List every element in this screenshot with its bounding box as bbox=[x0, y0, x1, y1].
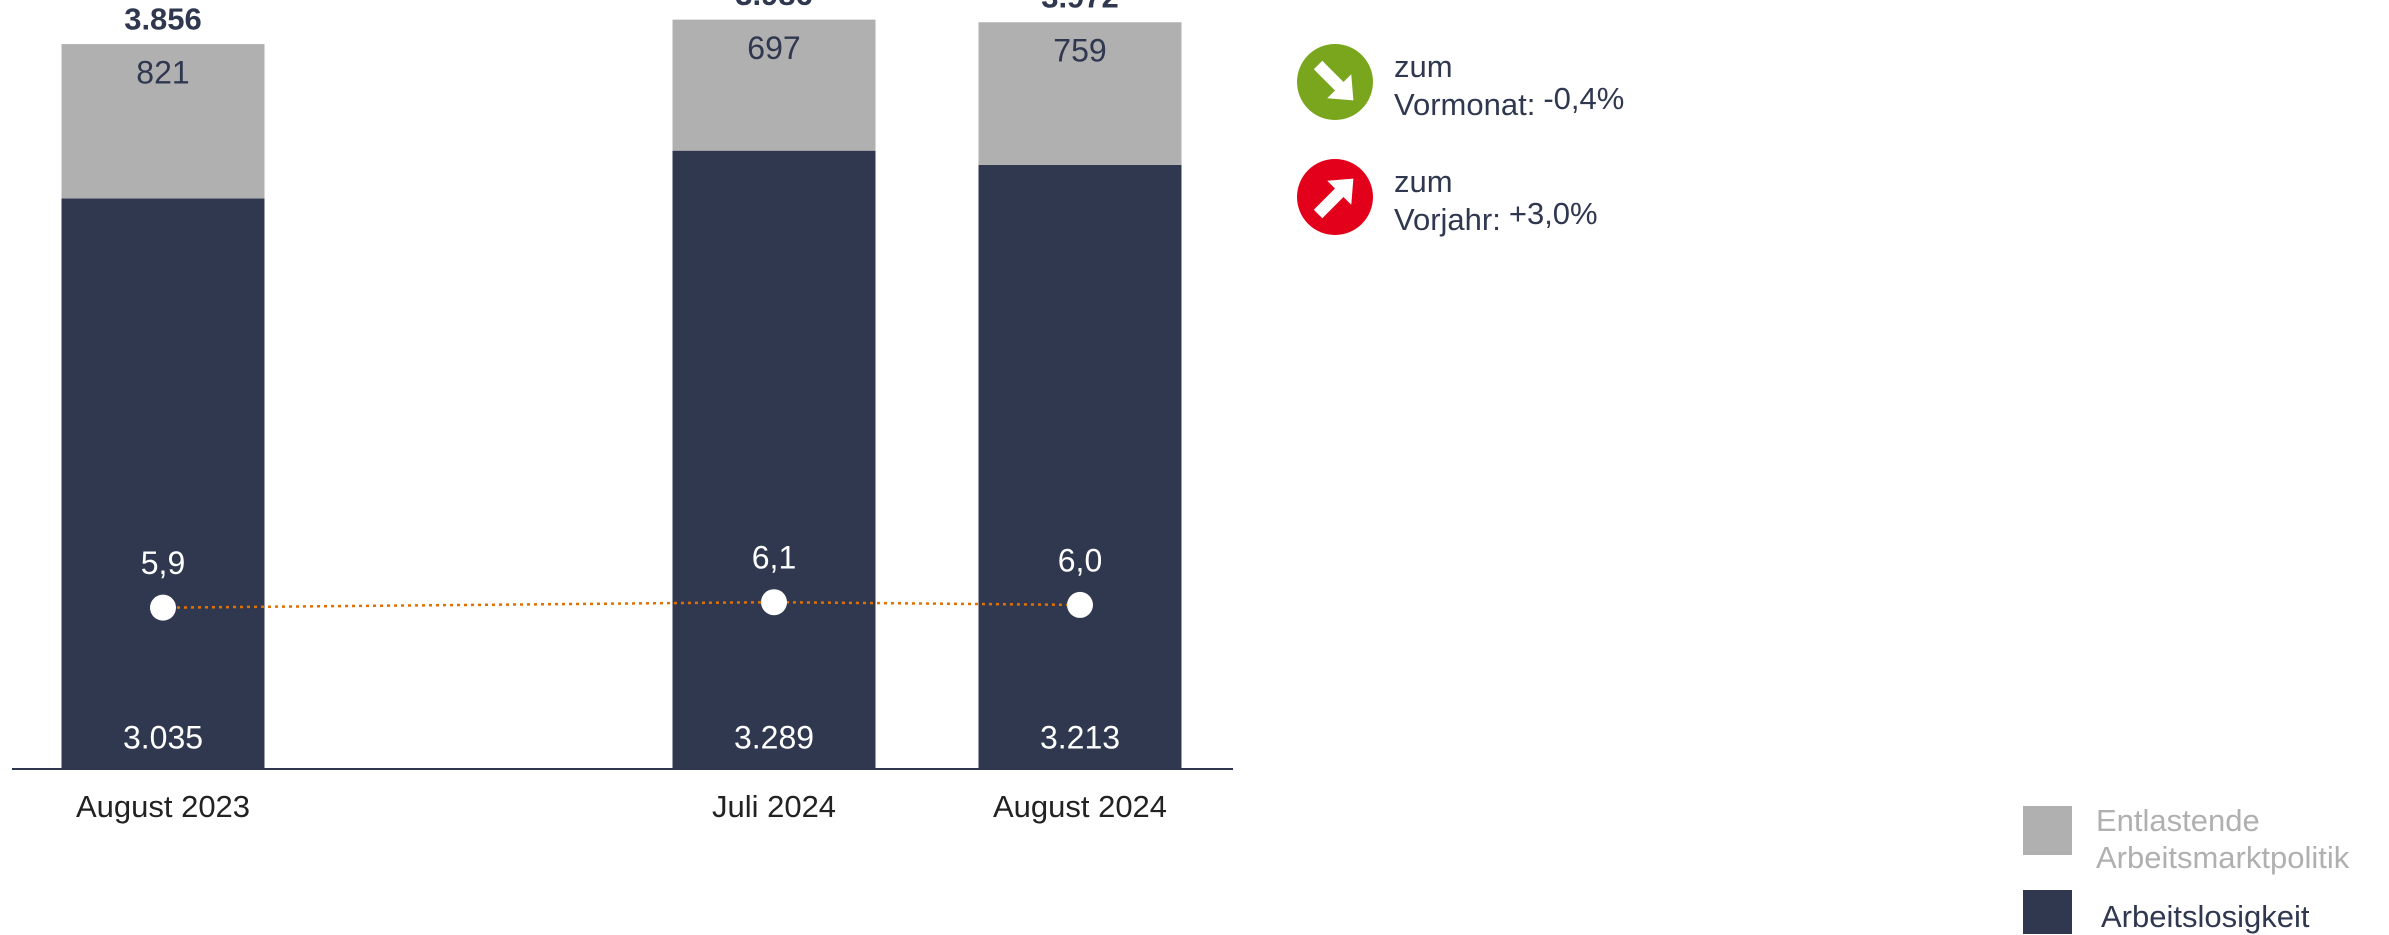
rate-point bbox=[761, 589, 787, 616]
rate-label: 5,9 bbox=[141, 545, 185, 581]
change-label: Vorjahr: +3,0% bbox=[1394, 196, 1598, 237]
segment-label: 697 bbox=[747, 30, 800, 66]
segment-label: 3.035 bbox=[123, 719, 203, 755]
x-tick-label: August 2024 bbox=[993, 789, 1167, 824]
change-label-line: Vormonat: bbox=[1394, 87, 1535, 122]
change-value: -0,4% bbox=[1543, 81, 1624, 116]
legend-label: Entlastende Arbeitsmarktpolitik bbox=[2096, 803, 2350, 875]
x-tick-label: August 2023 bbox=[76, 789, 250, 824]
bar-segment bbox=[61, 44, 265, 199]
total-label: 3.986 bbox=[735, 0, 813, 12]
total-label: 3.972 bbox=[1041, 0, 1119, 14]
change-value: +3,0% bbox=[1509, 196, 1598, 231]
rate-point bbox=[1067, 591, 1093, 618]
arrow-shape bbox=[1313, 60, 1354, 101]
bar-segment bbox=[978, 164, 1182, 769]
rate-point bbox=[150, 594, 176, 621]
legend-swatch bbox=[2023, 890, 2072, 934]
legend-swatch bbox=[2023, 806, 2072, 855]
change-label: zum bbox=[1394, 49, 1453, 84]
bar-segment bbox=[672, 19, 876, 151]
bar-segment bbox=[978, 22, 1182, 165]
change-label-line: Vorjahr: bbox=[1394, 202, 1501, 237]
segment-label: 3.213 bbox=[1040, 719, 1120, 755]
legend-label: Arbeitslosigkeit bbox=[2101, 899, 2310, 934]
rate-label: 6,0 bbox=[1058, 542, 1102, 578]
bar-segment bbox=[672, 150, 876, 770]
segment-label: 759 bbox=[1053, 33, 1106, 69]
total-label: 3.856 bbox=[124, 1, 202, 36]
change-label: zum bbox=[1394, 164, 1453, 199]
x-tick-label: Juli 2024 bbox=[712, 789, 836, 824]
bar-segment bbox=[61, 198, 265, 770]
change-label: Vormonat: -0,4% bbox=[1394, 81, 1624, 122]
arrow-shape bbox=[1313, 178, 1354, 219]
segment-label: 821 bbox=[136, 55, 189, 91]
change-arrow bbox=[1313, 60, 1354, 101]
segment-label: 3.289 bbox=[734, 719, 814, 755]
rate-label: 6,1 bbox=[752, 540, 796, 576]
rate-line bbox=[162, 600, 1081, 609]
change-arrow bbox=[1313, 178, 1354, 219]
